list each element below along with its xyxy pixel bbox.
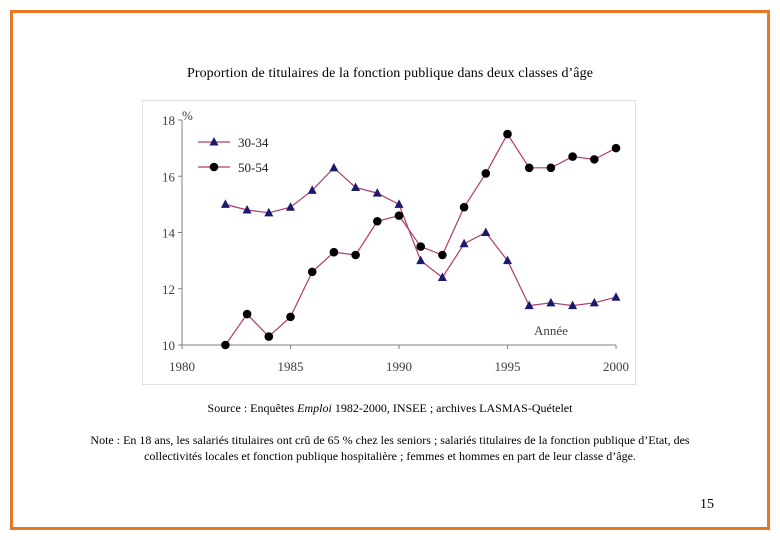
data-point-30-34 — [589, 297, 599, 307]
legend-label: 50-54 — [238, 160, 269, 175]
chart-area — [142, 100, 636, 385]
data-point-30-34 — [437, 272, 447, 281]
data-point-30-34 — [546, 297, 556, 307]
data-point-30-34 — [416, 255, 426, 265]
series-50-54 — [221, 129, 621, 350]
data-point-50-54 — [307, 267, 317, 277]
legend-label: 30-34 — [238, 135, 269, 150]
data-point-50-54 — [242, 309, 252, 319]
page-number: 15 — [700, 497, 714, 512]
data-point-30-34 — [372, 188, 382, 197]
chart-title: Proportion de titulaires de la fonction … — [186, 66, 594, 81]
data-point-30-34 — [611, 292, 621, 301]
y-tick-label: 18 — [162, 113, 175, 128]
series-30-34 — [220, 162, 621, 310]
y-tick-label: 10 — [162, 338, 175, 353]
x-tick-label: 1990 — [386, 359, 412, 374]
data-point-50-54 — [503, 129, 512, 139]
data-point-30-34 — [242, 205, 252, 214]
data-point-30-34 — [264, 207, 274, 217]
legend-marker — [209, 137, 219, 146]
data-point-50-54 — [221, 340, 230, 350]
data-point-30-34 — [394, 199, 404, 208]
data-point-30-34 — [481, 227, 491, 236]
data-point-50-54 — [524, 163, 534, 173]
data-point-30-34 — [307, 185, 317, 194]
data-point-50-54 — [481, 169, 491, 178]
x-tick-label: 2000 — [603, 359, 629, 374]
source-prefix: Source : Enquêtes — [207, 401, 298, 415]
x-tick-label: 1995 — [495, 359, 521, 374]
data-point-50-54 — [264, 332, 274, 341]
legend-marker — [209, 162, 219, 172]
note-text: Note : En 18 ans, les salariés titulaire… — [90, 433, 690, 463]
data-point-50-54 — [351, 250, 360, 260]
data-point-30-34 — [220, 199, 230, 208]
y-axis-label: % — [182, 108, 193, 123]
data-point-30-34 — [524, 300, 534, 310]
data-point-30-34 — [351, 182, 361, 191]
data-point-50-54 — [459, 202, 469, 212]
line-chart: 10 12 14 16 18 1980 1985 1990 1995 2000 30-34 50-5… — [142, 100, 636, 385]
data-point-50-54 — [611, 143, 621, 153]
data-point-50-54 — [329, 247, 339, 257]
y-tick-label: 16 — [162, 169, 176, 184]
data-point-50-54 — [394, 211, 404, 220]
data-point-50-54 — [590, 155, 599, 164]
data-point-50-54 — [568, 152, 577, 161]
data-point-50-54 — [546, 163, 556, 173]
source-survey-name: Emploi — [297, 401, 332, 415]
data-point-30-34 — [329, 162, 339, 172]
data-point-30-34 — [286, 202, 295, 211]
data-point-50-54 — [373, 216, 382, 226]
x-tick-label: 1980 — [169, 359, 195, 374]
source-suffix: 1982-2000, INSEE ; archives LASMAS-Quéte… — [331, 401, 573, 415]
data-point-50-54 — [286, 312, 295, 322]
legend-item-30-34: 30-34 — [198, 135, 269, 150]
data-point-30-34 — [459, 238, 469, 248]
source-line: Source : Enquêtes Emploi 1982-2000, INSE… — [0, 401, 780, 416]
x-tick-label: 1985 — [278, 359, 304, 374]
legend-item-50-54: 50-54 — [198, 160, 269, 175]
data-point-30-34 — [568, 300, 578, 310]
data-point-50-54 — [438, 250, 447, 260]
slide-frame — [10, 10, 770, 530]
data-point-30-34 — [503, 255, 512, 265]
x-axis-label: Année — [534, 323, 568, 338]
data-point-50-54 — [416, 242, 426, 251]
y-tick-label: 14 — [162, 226, 176, 241]
y-tick-label: 12 — [162, 282, 175, 297]
